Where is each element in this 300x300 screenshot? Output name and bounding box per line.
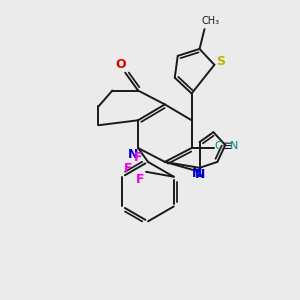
Text: F: F: [136, 173, 144, 186]
Text: ≡: ≡: [222, 140, 232, 152]
Text: N: N: [195, 168, 206, 181]
Text: N: N: [192, 167, 203, 180]
Text: S: S: [216, 55, 225, 68]
Text: N: N: [128, 148, 138, 161]
Text: N: N: [230, 141, 238, 151]
Text: C: C: [214, 141, 222, 151]
Text: O: O: [115, 58, 126, 71]
Text: F: F: [134, 152, 142, 164]
Text: CH₃: CH₃: [201, 16, 220, 26]
Text: F: F: [124, 162, 132, 175]
